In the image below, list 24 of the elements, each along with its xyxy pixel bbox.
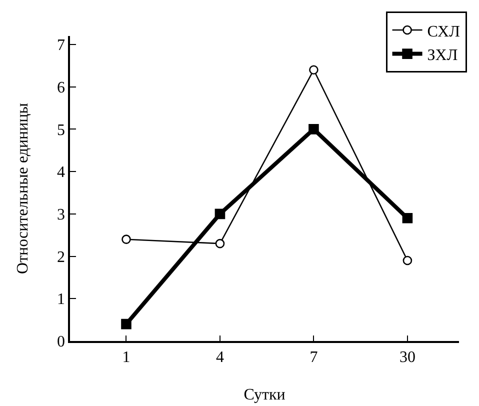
y-tick-label: 3 (57, 206, 66, 224)
point (402, 213, 413, 224)
y-tick-label: 0 (57, 334, 66, 351)
y-tick-label: 6 (57, 79, 66, 96)
x-tick-label: 4 (216, 348, 224, 366)
point (121, 318, 132, 330)
x-axis-title: Сутки (244, 386, 286, 404)
y-tick-label: 7 (57, 37, 66, 54)
point (122, 234, 131, 244)
point (214, 208, 226, 220)
y-tick-label: 1 (57, 291, 66, 308)
y-tick-label: 5 (57, 122, 66, 139)
x-tick-label: 30 (399, 348, 416, 366)
legend-label: СХЛ (427, 23, 460, 40)
x-tick-label: 1 (122, 348, 130, 366)
y-tick-label: 4 (57, 164, 66, 182)
point (309, 65, 318, 75)
point (308, 124, 319, 134)
point (215, 238, 225, 248)
y-tick-label: 2 (57, 248, 66, 266)
y-axis-title: Относительные единицы (14, 102, 32, 274)
x-tick-label: 7 (310, 348, 318, 366)
point (402, 256, 412, 266)
legend-label: ЗХЛ (427, 47, 458, 64)
